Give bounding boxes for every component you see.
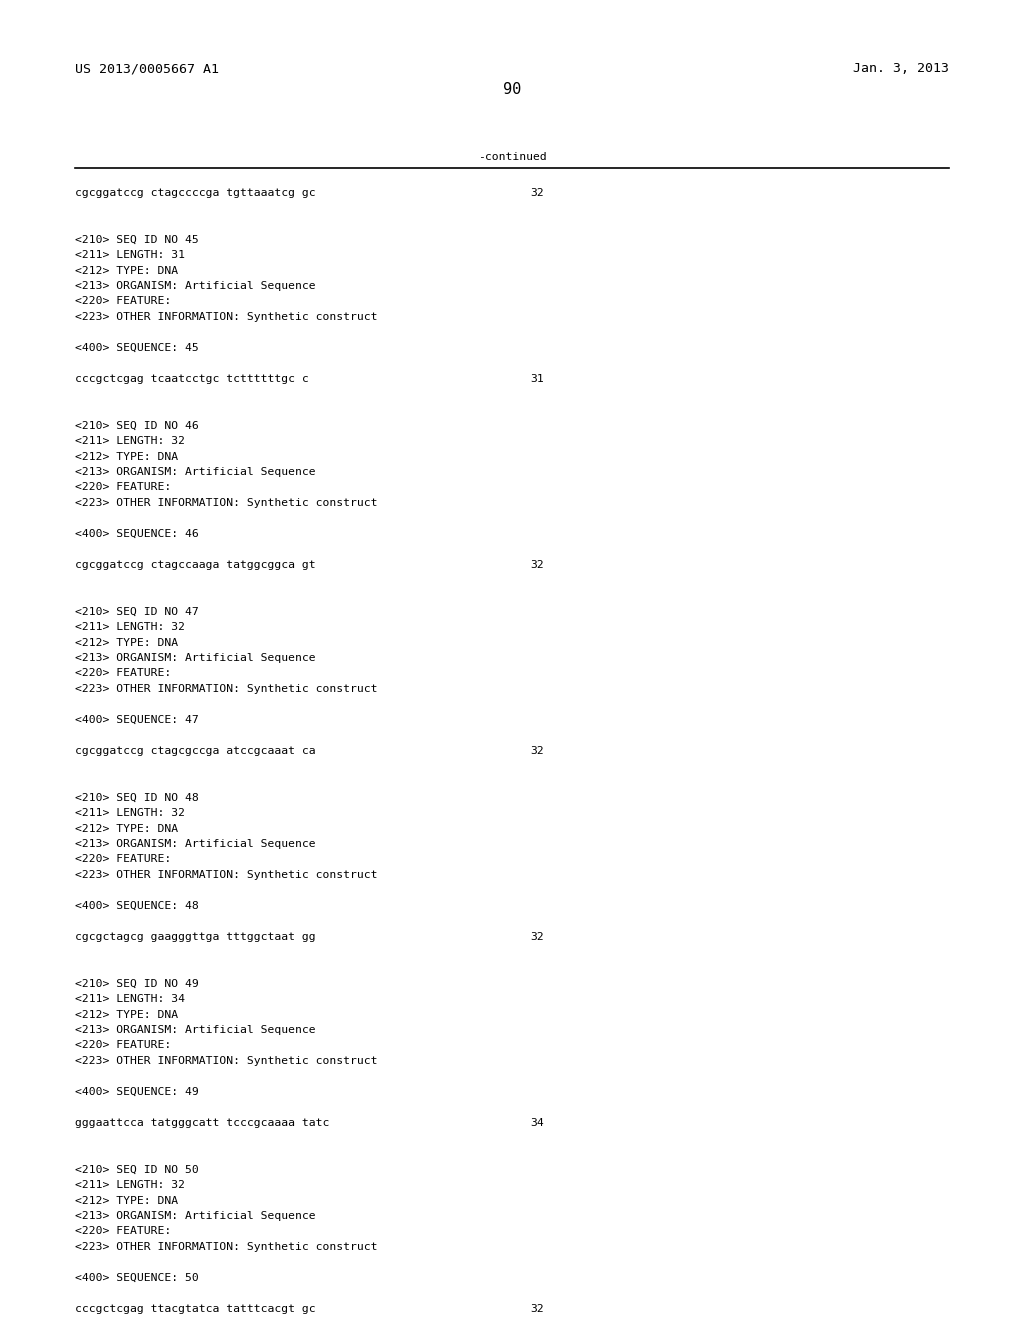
Text: 32: 32 xyxy=(530,560,544,570)
Text: 34: 34 xyxy=(530,1118,544,1129)
Text: <213> ORGANISM: Artificial Sequence: <213> ORGANISM: Artificial Sequence xyxy=(75,840,315,849)
Text: <400> SEQUENCE: 45: <400> SEQUENCE: 45 xyxy=(75,343,199,352)
Text: cgcggatccg ctagccaaga tatggcggca gt: cgcggatccg ctagccaaga tatggcggca gt xyxy=(75,560,315,570)
Text: cccgctcgag tcaatcctgc tcttttttgc c: cccgctcgag tcaatcctgc tcttttttgc c xyxy=(75,374,309,384)
Text: <223> OTHER INFORMATION: Synthetic construct: <223> OTHER INFORMATION: Synthetic const… xyxy=(75,498,378,508)
Text: <213> ORGANISM: Artificial Sequence: <213> ORGANISM: Artificial Sequence xyxy=(75,1210,315,1221)
Text: US 2013/0005667 A1: US 2013/0005667 A1 xyxy=(75,62,219,75)
Text: <212> TYPE: DNA: <212> TYPE: DNA xyxy=(75,824,178,833)
Text: <210> SEQ ID NO 49: <210> SEQ ID NO 49 xyxy=(75,978,199,989)
Text: <212> TYPE: DNA: <212> TYPE: DNA xyxy=(75,1010,178,1019)
Text: <212> TYPE: DNA: <212> TYPE: DNA xyxy=(75,1196,178,1205)
Text: <400> SEQUENCE: 48: <400> SEQUENCE: 48 xyxy=(75,902,199,911)
Text: <220> FEATURE:: <220> FEATURE: xyxy=(75,1040,171,1051)
Text: <210> SEQ ID NO 47: <210> SEQ ID NO 47 xyxy=(75,606,199,616)
Text: <213> ORGANISM: Artificial Sequence: <213> ORGANISM: Artificial Sequence xyxy=(75,281,315,290)
Text: <223> OTHER INFORMATION: Synthetic construct: <223> OTHER INFORMATION: Synthetic const… xyxy=(75,684,378,694)
Text: <220> FEATURE:: <220> FEATURE: xyxy=(75,1226,171,1237)
Text: <213> ORGANISM: Artificial Sequence: <213> ORGANISM: Artificial Sequence xyxy=(75,1026,315,1035)
Text: <211> LENGTH: 34: <211> LENGTH: 34 xyxy=(75,994,185,1005)
Text: <400> SEQUENCE: 49: <400> SEQUENCE: 49 xyxy=(75,1086,199,1097)
Text: <211> LENGTH: 32: <211> LENGTH: 32 xyxy=(75,622,185,632)
Text: <212> TYPE: DNA: <212> TYPE: DNA xyxy=(75,638,178,648)
Text: <220> FEATURE:: <220> FEATURE: xyxy=(75,854,171,865)
Text: <213> ORGANISM: Artificial Sequence: <213> ORGANISM: Artificial Sequence xyxy=(75,653,315,663)
Text: <212> TYPE: DNA: <212> TYPE: DNA xyxy=(75,265,178,276)
Text: -continued: -continued xyxy=(477,152,547,162)
Text: 32: 32 xyxy=(530,746,544,756)
Text: 90: 90 xyxy=(503,82,521,96)
Text: <210> SEQ ID NO 46: <210> SEQ ID NO 46 xyxy=(75,421,199,430)
Text: <220> FEATURE:: <220> FEATURE: xyxy=(75,668,171,678)
Text: <400> SEQUENCE: 46: <400> SEQUENCE: 46 xyxy=(75,529,199,539)
Text: cgcggatccg ctagcgccga atccgcaaat ca: cgcggatccg ctagcgccga atccgcaaat ca xyxy=(75,746,315,756)
Text: 32: 32 xyxy=(530,187,544,198)
Text: <212> TYPE: DNA: <212> TYPE: DNA xyxy=(75,451,178,462)
Text: 32: 32 xyxy=(530,1304,544,1313)
Text: <213> ORGANISM: Artificial Sequence: <213> ORGANISM: Artificial Sequence xyxy=(75,467,315,477)
Text: <220> FEATURE:: <220> FEATURE: xyxy=(75,297,171,306)
Text: cccgctcgag ttacgtatca tatttcacgt gc: cccgctcgag ttacgtatca tatttcacgt gc xyxy=(75,1304,315,1313)
Text: Jan. 3, 2013: Jan. 3, 2013 xyxy=(853,62,949,75)
Text: gggaattcca tatgggcatt tcccgcaaaa tatc: gggaattcca tatgggcatt tcccgcaaaa tatc xyxy=(75,1118,330,1129)
Text: <400> SEQUENCE: 47: <400> SEQUENCE: 47 xyxy=(75,715,199,725)
Text: <223> OTHER INFORMATION: Synthetic construct: <223> OTHER INFORMATION: Synthetic const… xyxy=(75,1056,378,1067)
Text: <210> SEQ ID NO 48: <210> SEQ ID NO 48 xyxy=(75,792,199,803)
Text: cgcggatccg ctagccccga tgttaaatcg gc: cgcggatccg ctagccccga tgttaaatcg gc xyxy=(75,187,315,198)
Text: <211> LENGTH: 32: <211> LENGTH: 32 xyxy=(75,436,185,446)
Text: <210> SEQ ID NO 45: <210> SEQ ID NO 45 xyxy=(75,235,199,244)
Text: <223> OTHER INFORMATION: Synthetic construct: <223> OTHER INFORMATION: Synthetic const… xyxy=(75,312,378,322)
Text: cgcgctagcg gaagggttga tttggctaat gg: cgcgctagcg gaagggttga tttggctaat gg xyxy=(75,932,315,942)
Text: 31: 31 xyxy=(530,374,544,384)
Text: <223> OTHER INFORMATION: Synthetic construct: <223> OTHER INFORMATION: Synthetic const… xyxy=(75,1242,378,1251)
Text: <211> LENGTH: 32: <211> LENGTH: 32 xyxy=(75,808,185,818)
Text: <210> SEQ ID NO 50: <210> SEQ ID NO 50 xyxy=(75,1164,199,1175)
Text: <211> LENGTH: 31: <211> LENGTH: 31 xyxy=(75,249,185,260)
Text: <400> SEQUENCE: 50: <400> SEQUENCE: 50 xyxy=(75,1272,199,1283)
Text: <211> LENGTH: 32: <211> LENGTH: 32 xyxy=(75,1180,185,1191)
Text: 32: 32 xyxy=(530,932,544,942)
Text: <223> OTHER INFORMATION: Synthetic construct: <223> OTHER INFORMATION: Synthetic const… xyxy=(75,870,378,880)
Text: <220> FEATURE:: <220> FEATURE: xyxy=(75,483,171,492)
